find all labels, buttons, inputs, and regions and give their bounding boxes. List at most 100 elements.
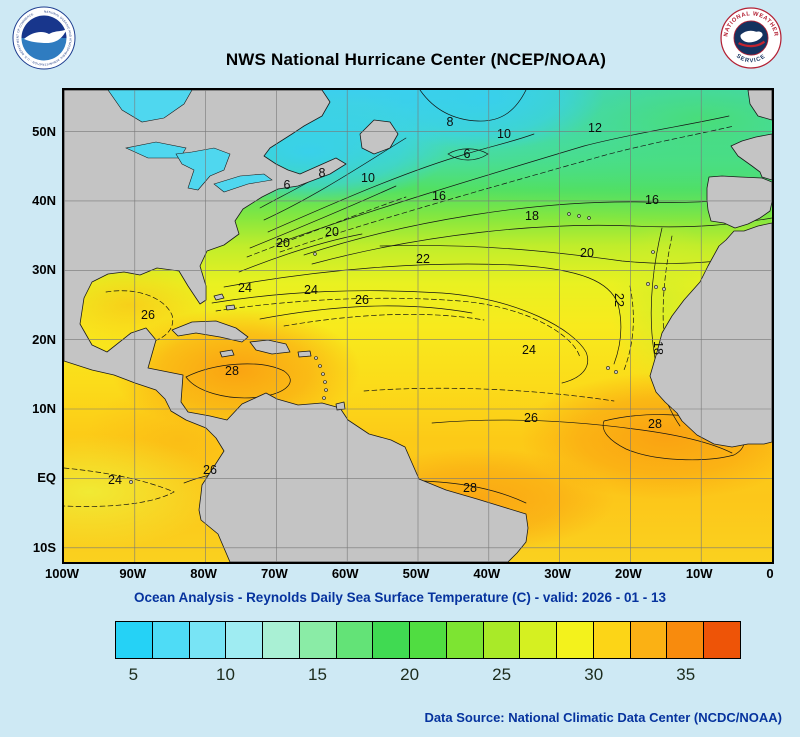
map-caption: Ocean Analysis - Reynolds Daily Sea Surf… <box>134 590 666 605</box>
contour-label: 26 <box>141 308 155 322</box>
hudson-bay <box>107 90 193 123</box>
colorbar-cell <box>189 622 227 658</box>
contour-label: 8 <box>447 115 454 129</box>
africa-landmass <box>649 222 772 448</box>
contour-label: 20 <box>580 246 594 260</box>
y-axis-label: 50N <box>32 123 56 139</box>
nws-ring-text-bottom: SERVICE <box>735 53 767 64</box>
puerto-rico-island <box>297 350 312 358</box>
contour-label: 24 <box>238 281 252 295</box>
nws-map-shape <box>740 30 763 43</box>
contour-label: 22 <box>416 252 430 266</box>
contour-label: 16 <box>432 189 446 203</box>
colorbar-tick-label: 35 <box>676 665 696 684</box>
x-axis-label: 10W <box>685 566 713 581</box>
contour-label: 24 <box>108 473 122 487</box>
contour-label: 28 <box>225 364 239 378</box>
contour-label: 24 <box>522 343 536 357</box>
noaa-sea-half <box>21 38 67 61</box>
contour-label: 10 <box>497 127 511 141</box>
colorbar-cell <box>446 622 484 658</box>
sst-map: 8 10 12 6 6 8 10 16 16 18 20 20 20 22 22 24 24 24 26 26 26 26… <box>62 88 774 564</box>
x-axis-label: 40W <box>473 566 501 581</box>
france-landmass <box>730 133 772 181</box>
y-axis-label: 30N <box>32 262 56 278</box>
colorbar-cell <box>116 622 153 658</box>
page-title: NWS National Hurricane Center (NCEP/NOAA… <box>225 50 607 69</box>
colorbar-cell <box>263 622 300 658</box>
colorbar-cell <box>483 622 521 658</box>
colorbar-cell <box>410 622 447 658</box>
contour-label: 28 <box>648 417 662 431</box>
colorbar-cell <box>373 622 411 658</box>
land-masses <box>64 90 772 562</box>
latitude-axis: 50N 40N 30N 20N 10N EQ 10S <box>12 90 56 562</box>
colorbar-cell <box>630 622 668 658</box>
x-axis-label: 80W <box>190 566 217 581</box>
noaa-emblem-icon: NATIONAL OCEANIC AND ATMOSPHERIC ADMINIS… <box>12 6 76 70</box>
contour-label: 28 <box>463 481 477 495</box>
x-axis-label: 0 <box>766 566 774 581</box>
lakes-erie-ontario <box>213 173 273 193</box>
nws-emblem-icon: NATIONAL WEATHER SERVICE <box>720 7 782 69</box>
x-axis-label: 60W <box>331 566 359 581</box>
colorbar-tick-label: 30 <box>584 665 604 684</box>
contour-label: 6 <box>464 147 471 161</box>
longitude-axis: 100W 90W 80W 70W 60W 50W 40W 30W 20W 10W 0 <box>45 566 774 584</box>
inland-waters <box>107 90 273 193</box>
contour-label: 12 <box>588 121 602 135</box>
contour-label: 18 <box>525 209 539 223</box>
y-axis-label: 20N <box>32 331 56 347</box>
y-axis-label: 10S <box>32 539 56 555</box>
colorbar-tick-label: 25 <box>492 665 512 684</box>
colorbar-cell <box>557 622 594 658</box>
contour-label: 26 <box>524 411 538 425</box>
colorbar-cell <box>704 622 741 658</box>
lesser-antilles-islands <box>314 356 328 400</box>
x-axis-label: 70W <box>261 566 288 581</box>
x-axis-label: 20W <box>615 566 642 581</box>
temperature-colorbar <box>115 621 741 659</box>
lakes-michigan-huron <box>175 147 231 191</box>
x-axis-label: 100W <box>45 566 79 581</box>
colorbar-ticks: 5 10 15 20 25 30 35 <box>115 665 741 687</box>
contour-label: 16 <box>645 193 659 207</box>
x-axis-label: 50W <box>402 566 430 581</box>
colorbar-cell <box>593 622 631 658</box>
nws-red-swoosh <box>738 40 766 48</box>
colorbar-cell <box>152 622 190 658</box>
data-source: Data Source: National Climatic Data Cent… <box>424 710 782 725</box>
noaa-gull-icon <box>24 28 67 43</box>
colorbar-cell <box>667 622 705 658</box>
atlantic-small-islands <box>129 212 666 484</box>
colorbar-tick-label: 20 <box>400 665 420 684</box>
americas-landmass <box>64 90 529 562</box>
colorbar-tick-label: 5 <box>128 665 139 684</box>
britain-landmass <box>747 90 772 121</box>
newfoundland-island <box>359 119 399 155</box>
contour-label: 6 <box>284 178 291 192</box>
colorbar-cell <box>520 622 558 658</box>
y-axis-label: 40N <box>32 192 56 208</box>
contour-label: 18 <box>651 341 665 355</box>
contour-label: 24 <box>304 283 318 297</box>
colorbar-cell <box>226 622 264 658</box>
bahamas-islands <box>213 293 236 311</box>
x-axis-label: 30W <box>544 566 571 581</box>
colorbar-tick-label: 15 <box>308 665 327 684</box>
contour-label: 26 <box>203 463 217 477</box>
contour-label: 22 <box>612 293 626 307</box>
sst-map-canvas: 8 10 12 6 6 8 10 16 16 18 20 20 20 22 22 24 24 24 26 26 26 26… <box>64 90 772 562</box>
x-axis-label: 90W <box>119 566 147 581</box>
nws-logo: NATIONAL WEATHER SERVICE <box>720 7 782 69</box>
iberia-landmass <box>706 175 772 229</box>
y-axis-label: EQ <box>37 470 56 486</box>
contour-label: 20 <box>325 225 339 239</box>
contour-label: 20 <box>276 236 290 250</box>
colorbar-tick-label: 10 <box>216 665 235 684</box>
latlon-grid <box>64 90 772 562</box>
contour-label: 10 <box>361 171 375 185</box>
contour-label: 26 <box>355 293 369 307</box>
y-axis-label: 10N <box>32 401 56 417</box>
colorbar-cell <box>299 622 337 658</box>
